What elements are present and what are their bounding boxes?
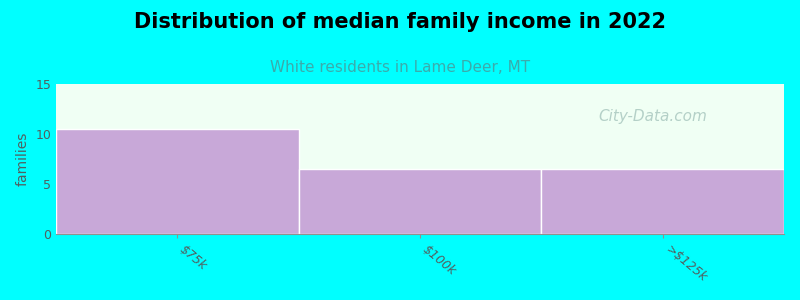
Y-axis label: families: families xyxy=(16,132,30,186)
Bar xyxy=(542,169,784,234)
Text: Distribution of median family income in 2022: Distribution of median family income in … xyxy=(134,12,666,32)
Text: City-Data.com: City-Data.com xyxy=(598,110,707,124)
Bar xyxy=(298,169,542,234)
Bar xyxy=(56,129,298,234)
Text: White residents in Lame Deer, MT: White residents in Lame Deer, MT xyxy=(270,60,530,75)
